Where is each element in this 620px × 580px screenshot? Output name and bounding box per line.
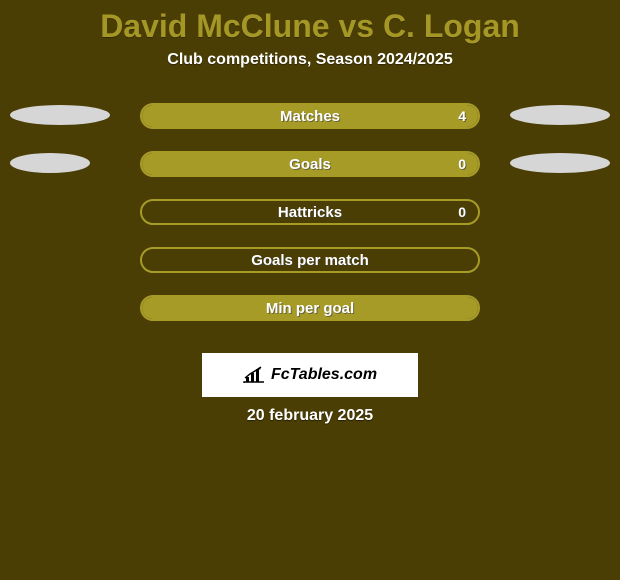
stat-row: Matches4 [0, 101, 620, 145]
page-subtitle: Club competitions, Season 2024/2025 [0, 51, 620, 101]
bar-outline: Hattricks0 [140, 199, 480, 225]
comparison-chart: Matches4 Goals0 Hattricks0 Goals per match M… [0, 101, 620, 337]
left-ellipse [10, 105, 110, 125]
stat-bar: Hattricks0 [140, 199, 480, 225]
chart-icon [243, 366, 265, 384]
site-logo: FcTables.com [202, 353, 418, 397]
right-ellipse [510, 105, 610, 125]
stat-value: 0 [458, 201, 466, 223]
right-ellipse [510, 153, 610, 173]
stat-bar: Matches4 [140, 103, 480, 129]
stat-bar: Min per goal [140, 295, 480, 321]
stat-row: Goals0 [0, 149, 620, 193]
stat-label: Goals per match [142, 249, 478, 271]
date-text: 20 february 2025 [0, 407, 620, 425]
stat-label: Hattricks [142, 201, 478, 223]
stat-row: Hattricks0 [0, 197, 620, 241]
bar-fill [142, 153, 478, 175]
bar-outline: Matches4 [140, 103, 480, 129]
bar-fill [142, 297, 478, 319]
page-title: David McClune vs C. Logan [0, 0, 620, 51]
bar-outline: Min per goal [140, 295, 480, 321]
left-ellipse [10, 153, 90, 173]
bar-outline: Goals0 [140, 151, 480, 177]
stat-bar: Goals0 [140, 151, 480, 177]
stat-bar: Goals per match [140, 247, 480, 273]
stat-row: Goals per match [0, 245, 620, 289]
logo-text: FcTables.com [271, 366, 377, 384]
bar-fill [142, 105, 478, 127]
bar-outline: Goals per match [140, 247, 480, 273]
stat-row: Min per goal [0, 293, 620, 337]
